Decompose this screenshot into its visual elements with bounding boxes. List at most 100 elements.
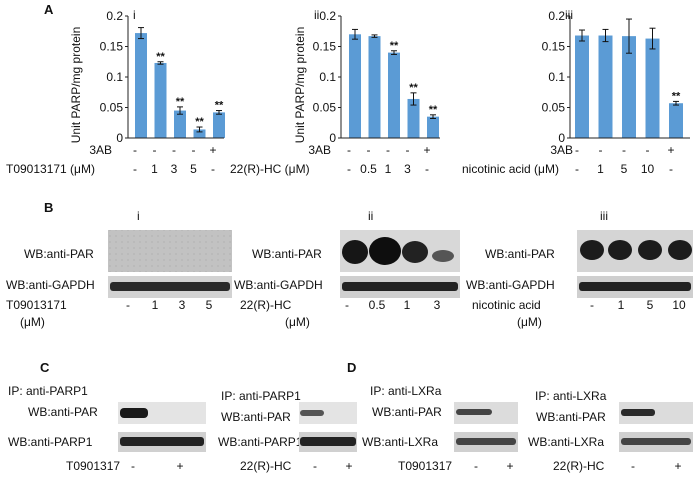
blot-B-iii-cond: - xyxy=(590,298,594,312)
chart-i-ytick-label: 0 xyxy=(116,131,123,145)
chart-i-significance-2: ** xyxy=(156,51,165,63)
blot-B-iii-top-label: WB:anti-PAR xyxy=(485,247,555,261)
blot-B-iii-cond: 10 xyxy=(672,298,686,312)
chart-ii-row2-cell: 1 xyxy=(385,162,392,176)
chart-i-bar-1 xyxy=(135,33,147,138)
chart-i-row2-cell: 3 xyxy=(171,162,178,176)
blot-D-1-top-label: WB:anti-PAR xyxy=(372,405,442,419)
blot-B-ii-par-band-3 xyxy=(402,241,428,263)
blot-B-i-cond-label: T09013171 xyxy=(6,298,67,312)
blot-D-1-cond: + xyxy=(506,459,513,473)
chart-i-row1-label: 3AB xyxy=(89,143,112,157)
blot-B-ii-top-label: WB:anti-PAR xyxy=(252,247,322,261)
blot-C-1-parp1-band xyxy=(120,437,204,446)
chart-iii-row1-cell: - xyxy=(575,143,579,157)
chart-ii-ytick-label: 0.05 xyxy=(313,101,337,115)
chart-iii-bar-3 xyxy=(622,36,636,138)
blot-D-1-ip: IP: anti-LXRa xyxy=(370,384,442,398)
chart-iii-row2-cell: - xyxy=(575,162,579,176)
blot-C-1-cond: + xyxy=(176,459,183,473)
panel-D-label: D xyxy=(347,360,356,375)
blot-B-ii-gapdh-band xyxy=(342,282,458,291)
chart-i-ytick-label: 0.15 xyxy=(100,40,124,54)
chart-i-row2-cell: 1 xyxy=(151,162,158,176)
blot-D-2-top-label: WB:anti-PAR xyxy=(536,410,606,424)
chart-iii-row2-cell: - xyxy=(669,162,673,176)
blot-C-2-parp1-band xyxy=(300,437,356,446)
chart-i-ytick-label: 0.2 xyxy=(106,9,123,23)
chart-iii-ytick-label: 0.15 xyxy=(542,40,566,54)
chart-ii-row1-cell: - xyxy=(347,143,351,157)
chart-i-significance-4: ** xyxy=(195,116,204,128)
chart-i-row2-cell: - xyxy=(211,162,215,176)
chart-i-bar-3 xyxy=(174,110,186,138)
blot-B-ii-unit: (μM) xyxy=(285,315,310,329)
chart-ii-sublabel: ii xyxy=(314,8,319,22)
blot-D-1-cond: - xyxy=(474,459,478,473)
chart-i-row2-cell: 5 xyxy=(190,162,197,176)
blot-D-2-par-strip xyxy=(619,402,693,424)
blot-D-1-lxra-band xyxy=(456,438,516,445)
chart-ii-row1-label: 3AB xyxy=(308,143,331,157)
chart-iii-ytick-label: 0.2 xyxy=(548,9,565,23)
chart-i-bar-4 xyxy=(193,129,206,138)
chart-iii-row2-label: nicotinic acid (μM) xyxy=(462,162,559,176)
blot-D-2-par-band xyxy=(621,409,655,416)
blot-B-ii-cond-label: 22(R)-HC xyxy=(240,298,292,312)
chart-ii-row2-label: 22(R)-HC (μM) xyxy=(230,162,310,176)
blot-C-2-par-band xyxy=(300,410,324,416)
chart-ii-significance-3: ** xyxy=(390,40,399,52)
blot-D-2-cond-label: 22(R)-HC xyxy=(553,459,605,473)
chart-ii-bar-3 xyxy=(388,52,400,138)
blot-C-2-par-strip xyxy=(299,402,357,424)
blot-C-1-par-band xyxy=(120,408,148,418)
blot-D-1-par-band xyxy=(456,409,492,415)
chart-ii-row2-cell: - xyxy=(425,162,429,176)
blot-B-iii-unit: (μM) xyxy=(517,315,542,329)
chart-i-significance-5: ** xyxy=(215,100,224,112)
chart-iii-ytick-label: 0.1 xyxy=(548,70,565,84)
blot-B-ii-cond: - xyxy=(345,298,349,312)
chart-iii-bar-5 xyxy=(669,103,683,138)
chart-ii-row2-cell: - xyxy=(347,162,351,176)
blot-B-ii-par-band-4 xyxy=(432,250,454,262)
chart-ii-ytick-label: 0 xyxy=(329,131,336,145)
chart-iii-sublabel: iii xyxy=(565,8,573,22)
blot-C-2-cond-label: 22(R)-HC xyxy=(240,459,292,473)
chart-iii-row1-label: 3AB xyxy=(550,143,573,157)
blot-D-2-ip: IP: anti-LXRa xyxy=(535,389,607,403)
chart-iii-row1-cell: + xyxy=(667,143,674,157)
chart-ii-ytick-label: 0.15 xyxy=(313,40,337,54)
blot-C-2-cond: + xyxy=(345,459,352,473)
chart-ii-row1-cell: - xyxy=(406,143,410,157)
chart-i-sublabel: i xyxy=(133,8,136,22)
blot-B-i-bottom-label: WB:anti-GAPDH xyxy=(6,278,95,292)
chart-i-bar-2 xyxy=(154,62,167,138)
blot-B-i-gapdh-band xyxy=(110,282,230,291)
blot-C-2-bottom-label: WB:anti-PARP1 xyxy=(218,435,303,449)
blot-C-2-top-label: WB:anti-PAR xyxy=(221,410,291,424)
chart-ii-ylabel: Unit PARP/mg protein xyxy=(293,27,307,144)
chart-i-row1-cell: - xyxy=(192,143,196,157)
blot-D-2: IP: anti-LXRa WB:anti-PAR WB:anti-LXRa 2… xyxy=(528,389,693,473)
chart-i-row2-label: T09013171 (μM) xyxy=(6,162,95,176)
blot-C-2-cond: - xyxy=(313,459,317,473)
chart-iii: iii 0 0.05 0.1 0.15 0.2 ** 3AB nicotinic aci… xyxy=(462,8,690,176)
blot-C-2-ip: IP: anti-PARP1 xyxy=(221,389,301,403)
chart-ii-bar-1 xyxy=(349,34,361,138)
chart-i-ytick-label: 0.1 xyxy=(106,70,123,84)
panel-B-label: B xyxy=(44,200,53,215)
chart-i-ytick-label: 0.05 xyxy=(100,101,124,115)
blot-D-2-cond: - xyxy=(631,459,635,473)
blot-B-ii-cond: 3 xyxy=(434,298,441,312)
chart-iii-row2-cell: 5 xyxy=(621,162,628,176)
blot-B-iii: iii WB:anti-PAR WB:anti-GAPDH nicotinic … xyxy=(466,209,693,329)
blot-C-1-ip: IP: anti-PARP1 xyxy=(8,384,88,398)
chart-iii-ytick-label: 0 xyxy=(558,131,565,145)
chart-ii-row1-cell: - xyxy=(367,143,371,157)
blot-B-ii-cond: 1 xyxy=(404,298,411,312)
blot-B-ii-sublabel: ii xyxy=(368,209,373,223)
chart-ii-row1-cell: + xyxy=(423,143,430,157)
chart-i-ylabel: Unit PARP/mg protein xyxy=(69,27,83,144)
